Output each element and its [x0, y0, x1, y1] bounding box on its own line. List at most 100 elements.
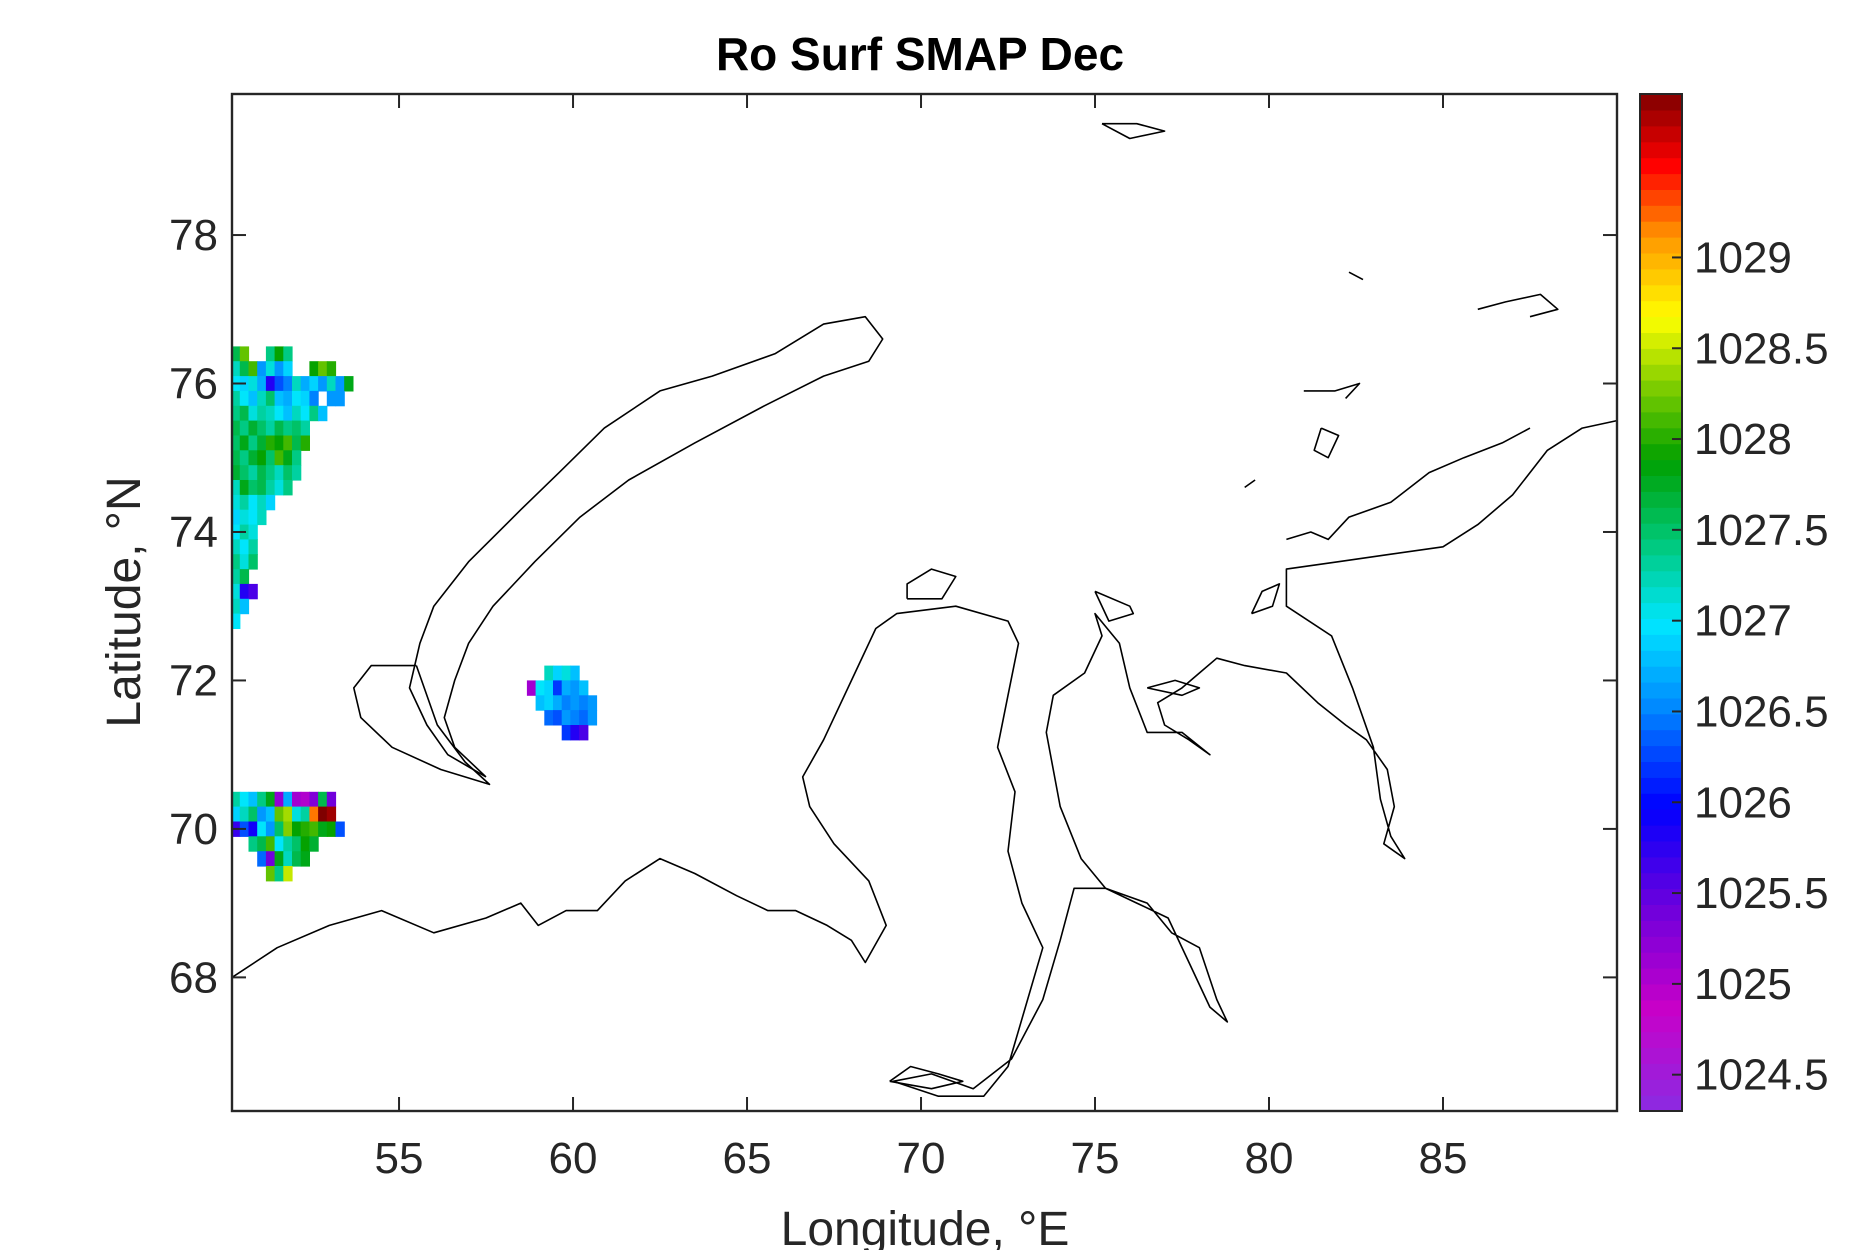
coastline	[353, 664, 491, 786]
coastline	[1146, 679, 1201, 697]
x-axis-ticks: 55 60 65 70 75 80 85	[375, 94, 1467, 1183]
coastline	[231, 419, 1618, 1097]
heatmap-cell	[257, 791, 267, 808]
heatmap-cell	[561, 695, 571, 711]
heatmap-cell	[544, 680, 554, 696]
heatmap-cell	[265, 405, 276, 422]
heatmap-cell	[570, 695, 580, 711]
colorbar-segment	[1640, 920, 1682, 937]
heatmap-cell	[257, 361, 267, 377]
heatmap-cell	[231, 509, 241, 526]
heatmap-cell	[239, 583, 250, 600]
heatmap-cell	[248, 420, 258, 436]
colorbar-segment	[1640, 586, 1682, 604]
colorbar-segment	[1640, 888, 1682, 905]
y-tick-label: 76	[169, 360, 218, 409]
heatmap-cell	[553, 695, 563, 711]
heatmap-cell	[292, 420, 302, 436]
heatmap-cell	[344, 376, 354, 392]
heatmap-cell	[231, 420, 241, 436]
heatmap-cell	[335, 390, 345, 407]
heatmap-cell	[257, 494, 267, 511]
heatmap-cell	[248, 509, 258, 526]
heatmap-cell	[283, 376, 293, 392]
heatmap-cell	[283, 346, 293, 362]
colorbar-segment	[1640, 825, 1682, 842]
colorbar-segment	[1640, 1015, 1682, 1033]
heatmap-cell	[265, 806, 276, 822]
heatmap-cell	[300, 405, 310, 422]
heatmap-cell	[326, 361, 337, 377]
colorbar-segment	[1640, 761, 1682, 778]
heatmap-cell	[231, 583, 241, 600]
heatmap-cell	[248, 435, 258, 451]
heatmap-cell	[231, 480, 241, 496]
colorbar-segment	[1640, 189, 1682, 206]
coastline	[1101, 122, 1166, 140]
colorbar-segment	[1640, 983, 1682, 1001]
colorbar-segment	[1640, 856, 1682, 874]
heatmap-cell	[248, 524, 258, 540]
heatmap-cell	[526, 680, 537, 696]
heatmap-cell	[248, 791, 258, 808]
heatmap-cell	[239, 450, 250, 466]
heatmap-cell	[239, 465, 250, 481]
heatmap-cell	[248, 465, 258, 481]
colorbar-segment	[1640, 952, 1682, 969]
coastline	[1244, 479, 1256, 489]
colorbar-segment	[1640, 1063, 1682, 1080]
colorbar-tick-label: 1025	[1694, 960, 1792, 1009]
colorbar-segment	[1640, 554, 1682, 572]
heatmap-cell	[248, 405, 258, 422]
heatmap-cell	[292, 405, 302, 422]
heatmap-cell	[561, 665, 571, 681]
colorbar-segment	[1640, 380, 1682, 397]
heatmap-cell	[257, 480, 267, 496]
heatmap-cell	[274, 346, 284, 362]
heatmap-cell	[231, 435, 241, 451]
colorbar-segment	[1640, 872, 1682, 890]
heatmap-cell	[231, 554, 241, 570]
colorbar-segment	[1640, 1079, 1682, 1096]
coastline	[408, 315, 884, 778]
heatmap-cell	[283, 480, 293, 496]
heatmap-cell	[231, 465, 241, 481]
heatmap-cell	[231, 806, 241, 822]
colorbar-tick-label: 1027.5	[1694, 506, 1829, 555]
heatmap-cell	[274, 866, 284, 882]
heatmap-cell	[579, 710, 589, 726]
coastline-layer	[231, 122, 1618, 1097]
heatmap-cell	[257, 851, 267, 867]
colorbar-segment	[1640, 745, 1682, 762]
heatmap-cell	[300, 435, 310, 451]
heatmap-cell	[326, 791, 337, 808]
coastline	[1313, 427, 1340, 459]
heatmap-cell	[318, 361, 328, 377]
colorbar-segment	[1640, 904, 1682, 921]
heatmap-cell	[283, 435, 293, 451]
coastline	[1348, 271, 1364, 281]
plot-frame	[230, 92, 1619, 1113]
heatmap-cell	[257, 376, 267, 392]
heatmap-cell	[265, 361, 276, 377]
heatmap-cell	[257, 390, 267, 407]
colorbar-tick-label: 1024.5	[1694, 1051, 1829, 1100]
heatmap-cell	[300, 851, 310, 867]
colorbar-segment	[1640, 809, 1682, 826]
heatmap-cell	[274, 806, 284, 822]
colorbar-segment	[1640, 634, 1682, 651]
colorbar-segment	[1640, 268, 1682, 286]
heatmap-cell	[283, 836, 293, 852]
heatmap-cell	[309, 791, 319, 808]
heatmap-cell	[292, 836, 302, 852]
heatmap-cell	[318, 376, 328, 392]
heatmap-cell	[265, 494, 276, 511]
y-axis-ticks: 68 70 72 74 76 78	[169, 211, 1617, 1002]
heatmap-cell	[570, 665, 580, 681]
heatmap-cell	[570, 710, 580, 726]
heatmap-cell	[231, 390, 241, 407]
heatmap-cell	[239, 390, 250, 407]
heatmap-cell	[239, 494, 250, 511]
x-tick-label: 65	[723, 1134, 772, 1183]
